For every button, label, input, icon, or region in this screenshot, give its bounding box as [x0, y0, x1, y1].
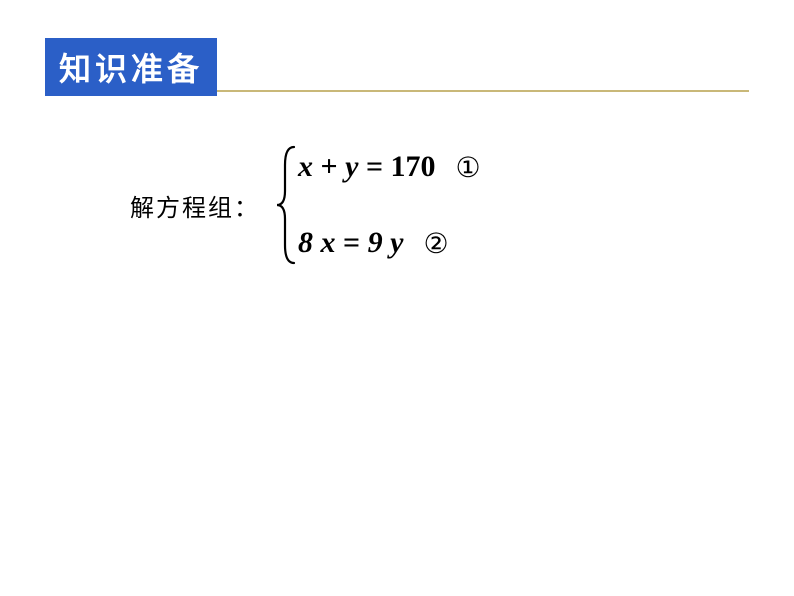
header-container: 知识准备 — [45, 48, 749, 96]
equation-label-2: ② — [423, 227, 448, 260]
equations-list: x + y = 170 ① 8 x = 9 y ② — [298, 150, 481, 260]
equation-row-2: 8 x = 9 y ② — [298, 226, 481, 260]
equation-2: 8 x = 9 y — [298, 226, 403, 260]
left-brace-icon — [274, 145, 298, 265]
content-area: 解方程组： x + y = 170 ① 8 x = 9 y ② — [130, 145, 481, 265]
equation-1: x + y = 170 — [298, 150, 436, 184]
equation-label-1: ① — [456, 151, 481, 184]
prompt-label: 解方程组： — [130, 188, 260, 223]
equation-row-1: x + y = 170 ① — [298, 150, 481, 184]
header-badge: 知识准备 — [45, 38, 217, 96]
equation-system: x + y = 170 ① 8 x = 9 y ② — [274, 145, 481, 265]
header-underline — [217, 90, 749, 92]
